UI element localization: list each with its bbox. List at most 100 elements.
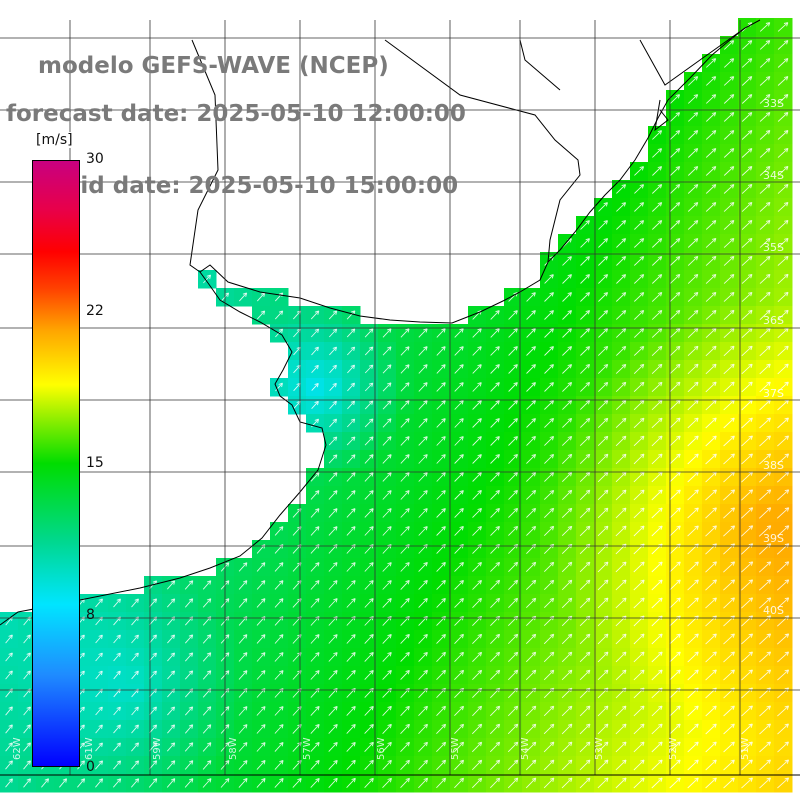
lat-label: 33S: [763, 97, 784, 110]
wind-arrow: [687, 381, 699, 393]
wind-arrow: [741, 237, 753, 248]
wind-arrow: [544, 346, 554, 356]
wind-arrow: [184, 580, 194, 590]
wind-arrow: [329, 364, 337, 374]
wind-arrow: [759, 22, 771, 32]
wind-arrow: [561, 669, 573, 681]
wind-arrow: [597, 489, 609, 501]
wind-arrow: [256, 652, 266, 662]
wind-arrow: [525, 561, 537, 573]
wind-arrow: [95, 778, 104, 788]
wind-arrow: [472, 472, 482, 482]
wind-arrow: [346, 508, 356, 518]
wind-arrow: [543, 759, 555, 771]
wind-arrow: [544, 382, 554, 392]
wind-arrow: [705, 363, 717, 375]
wind-arrow: [616, 256, 627, 266]
wind-arrow: [759, 759, 771, 771]
wind-arrow: [526, 292, 536, 302]
wind-arrow: [489, 723, 501, 735]
wind-arrow: [256, 310, 266, 320]
wind-arrow: [723, 579, 736, 591]
wind-arrow: [723, 148, 735, 158]
wind-arrow: [454, 597, 464, 608]
wind-arrow: [238, 562, 248, 572]
wind-arrow: [95, 634, 103, 644]
wind-arrow: [669, 597, 681, 609]
wind-arrow: [634, 166, 645, 176]
wind-arrow: [472, 633, 483, 645]
wind-arrow: [597, 705, 609, 717]
wind-arrow: [633, 777, 645, 789]
wind-arrow: [418, 759, 428, 771]
wind-arrow: [508, 400, 518, 410]
lat-label: 39S: [763, 532, 784, 545]
wind-arrow: [543, 597, 555, 609]
wind-arrow: [148, 760, 158, 770]
wind-arrow: [508, 525, 519, 536]
wind-arrow: [311, 382, 319, 391]
wind-arrow: [652, 130, 663, 140]
wind-arrow: [95, 706, 103, 716]
wind-arrow: [525, 705, 537, 717]
wind-arrow: [616, 202, 627, 212]
wind-arrow: [400, 741, 410, 753]
wind-arrow: [418, 346, 428, 356]
wind-arrow: [346, 562, 356, 572]
wind-arrow: [508, 453, 518, 464]
wind-arrow: [328, 562, 338, 572]
wind-arrow: [597, 651, 609, 663]
wind-arrow: [758, 489, 772, 501]
wind-arrow: [723, 651, 735, 663]
wind-arrow: [59, 778, 68, 788]
wind-arrow: [543, 633, 555, 645]
wind-arrow: [723, 723, 735, 735]
wind-arrow: [472, 561, 482, 572]
wind-arrow: [436, 328, 446, 338]
wind-arrow: [490, 400, 500, 410]
wind-arrow: [23, 724, 31, 734]
wind-arrow: [651, 238, 663, 248]
wind-arrow: [580, 310, 591, 320]
wind-arrow: [615, 669, 627, 681]
wind-arrow: [436, 346, 446, 356]
wind-arrow: [669, 561, 681, 573]
wind-arrow: [561, 489, 573, 501]
wind-arrow: [651, 705, 663, 717]
wind-arrow: [543, 669, 555, 681]
wind-arrow: [758, 525, 772, 537]
wind-arrow: [202, 598, 212, 608]
wind-arrow: [687, 309, 699, 320]
wind-arrow: [669, 202, 681, 212]
wind-arrow: [167, 634, 176, 644]
wind-arrow: [669, 273, 681, 284]
wind-arrow: [400, 508, 410, 518]
wind-arrow: [507, 777, 519, 789]
wind-arrow: [166, 742, 176, 752]
wind-arrow: [418, 777, 429, 789]
wind-arrow: [598, 220, 608, 230]
wind-arrow: [705, 255, 717, 266]
wind-arrow: [544, 400, 555, 410]
wind-arrow: [597, 453, 609, 465]
wind-arrow: [418, 490, 428, 500]
wind-arrow: [562, 292, 572, 302]
wind-arrow: [687, 345, 699, 357]
wind-arrow: [579, 435, 591, 447]
wind-arrow: [580, 346, 591, 356]
wind-arrow: [436, 490, 446, 500]
wind-arrow: [687, 202, 699, 212]
wind-arrow: [310, 741, 320, 752]
lon-label: 55W: [450, 737, 461, 760]
wind-arrow: [202, 760, 212, 770]
wind-arrow: [544, 471, 555, 482]
wind-arrow: [400, 454, 410, 464]
wind-arrow: [669, 363, 681, 375]
wind-arrow: [561, 525, 573, 537]
wind-arrow: [328, 759, 338, 770]
wind-arrow: [598, 292, 609, 302]
wind-arrow: [256, 292, 266, 302]
wind-arrow: [418, 651, 428, 662]
wind-arrow: [400, 436, 410, 446]
lat-label: 40S: [763, 604, 784, 617]
